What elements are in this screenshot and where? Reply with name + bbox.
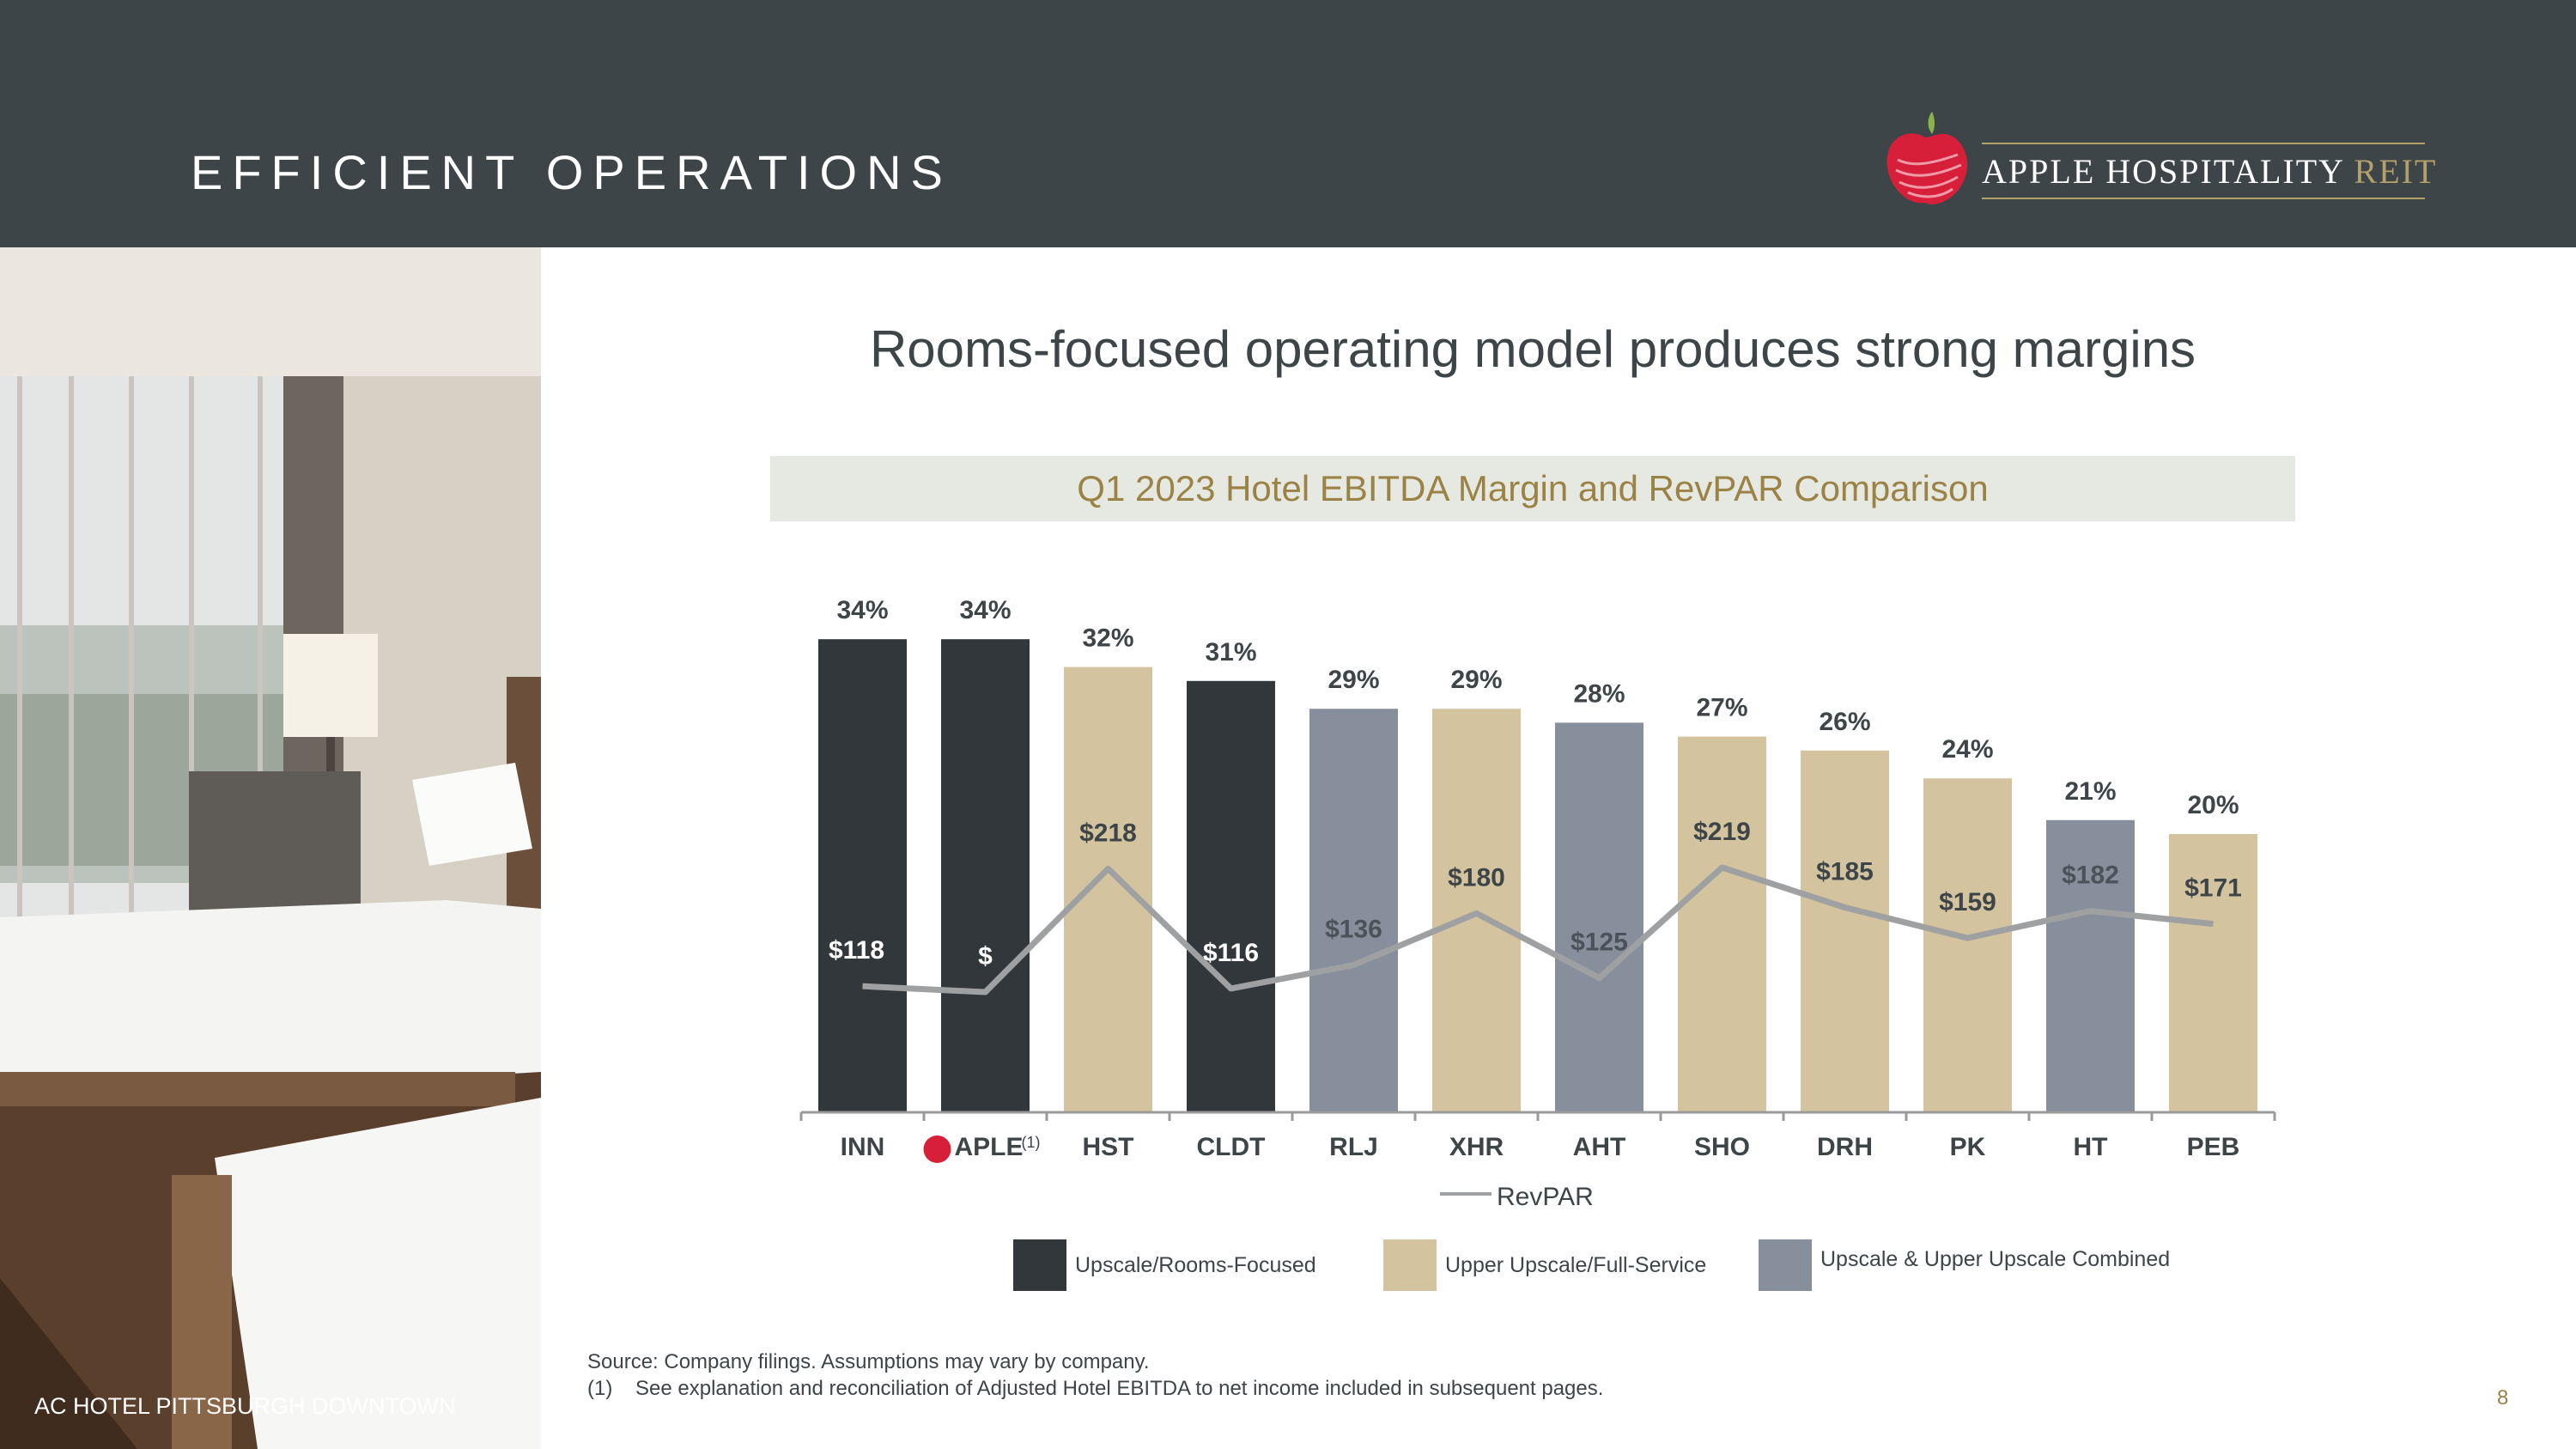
logo-wordmark: APPLE HOSPITALITY REIT — [1982, 152, 2438, 191]
chart-title-banner — [770, 456, 2295, 521]
margin-label-drh: 26% — [1819, 708, 1870, 736]
revpar-label-drh: $185 — [1816, 858, 1874, 886]
bar-drh — [1801, 750, 1889, 1112]
margin-label-ht: 21% — [2064, 777, 2116, 806]
revpar-label-sho: $219 — [1693, 818, 1751, 846]
legend-label: Upper Upscale/Full-Service — [1445, 1252, 1707, 1277]
margin-label-hst: 32% — [1082, 624, 1133, 653]
legend-item-combined: Upscale & Upper Upscale Combined — [1759, 1239, 2170, 1291]
margin-label-peb: 20% — [2187, 791, 2239, 819]
bar-rlj — [1309, 709, 1398, 1112]
aple-apple-icon — [923, 1135, 951, 1163]
margin-label-pk: 24% — [1941, 735, 1993, 764]
bar-ht — [2046, 819, 2135, 1112]
apple-logo-icon — [1886, 112, 1968, 204]
category-label-drh: DRH — [1817, 1133, 1873, 1161]
aple-footnote-marker: (1) — [1022, 1134, 1041, 1151]
legend-label: Upscale & Upper Upscale Combined — [1820, 1246, 2171, 1271]
category-label-hst: HST — [1083, 1133, 1134, 1161]
header-bar: EFFICIENT OPERATIONS APPLE HOSPITALITY R… — [0, 0, 2576, 247]
legend-swatch-tan — [1383, 1239, 1437, 1291]
category-label-aht: AHT — [1573, 1133, 1626, 1161]
margin-label-aht: 28% — [1573, 679, 1625, 708]
logo-rule-bottom — [1982, 198, 2425, 199]
revpar-label-ht: $182 — [2062, 861, 2119, 890]
revpar-line — [862, 864, 2214, 995]
margin-label-cldt: 31% — [1205, 638, 1256, 667]
slide-heading: Rooms-focused operating model produces s… — [869, 320, 2196, 378]
margin-label-xhr: 29% — [1450, 666, 1502, 694]
revpar-label-peb: $171 — [2184, 874, 2242, 903]
source-line: Source: Company filings. Assumptions may… — [587, 1350, 1150, 1373]
category-label-aple: APLE — [954, 1133, 1023, 1161]
legend-label: Upscale/Rooms-Focused — [1075, 1252, 1316, 1277]
margin-label-sho: 27% — [1696, 694, 1747, 722]
photo-caption: AC HOTEL PITTSBURGH DOWNTOWN — [34, 1393, 456, 1419]
legend-swatch-dark — [1013, 1239, 1066, 1291]
logo-rule-top — [1982, 143, 2425, 144]
margin-label-rlj: 29% — [1327, 666, 1379, 694]
category-label-sho: SHO — [1694, 1133, 1750, 1161]
revpar-label-pk: $159 — [1939, 888, 1996, 916]
footnote-number: (1) — [587, 1377, 613, 1400]
page-number: 8 — [2497, 1386, 2509, 1409]
category-label-rlj: RLJ — [1329, 1133, 1378, 1161]
bar-peb — [2169, 834, 2257, 1112]
category-label-pk: PK — [1950, 1133, 1986, 1161]
bar-aht — [1555, 722, 1643, 1112]
page-title: EFFICIENT OPERATIONS — [191, 145, 952, 199]
bar-pk — [1923, 778, 2012, 1112]
revpar-label-aple: $ — [978, 942, 993, 971]
source-notes: Source: Company filings. Assumptions may… — [587, 1349, 1603, 1402]
footnote-text: See explanation and reconciliation of Ad… — [635, 1377, 1604, 1400]
chart-title: Q1 2023 Hotel EBITDA Margin and RevPAR C… — [1077, 468, 1989, 508]
category-label-peb: PEB — [2187, 1133, 2240, 1161]
bar-inn — [818, 639, 907, 1112]
margin-label-aple: 34% — [959, 596, 1011, 624]
revpar-label-cldt: $116 — [1203, 939, 1259, 967]
legend-item-rooms-focused: Upscale/Rooms-Focused — [1013, 1239, 1316, 1291]
revpar-legend-label: RevPAR — [1497, 1183, 1594, 1211]
revpar-label-aht: $125 — [1571, 928, 1628, 957]
margin-label-inn: 34% — [836, 596, 888, 624]
bar-cldt — [1187, 680, 1275, 1112]
legend-item-full-service: Upper Upscale/Full-Service — [1383, 1239, 1706, 1291]
hotel-room-photo: AC HOTEL PITTSBURGH DOWNTOWN — [0, 247, 541, 1449]
category-label-cldt: CLDT — [1197, 1133, 1266, 1161]
company-logo: APPLE HOSPITALITY REIT — [1880, 107, 2435, 210]
category-label-xhr: XHR — [1449, 1133, 1504, 1161]
bar-aple — [941, 639, 1030, 1112]
category-label-ht: HT — [2074, 1133, 2108, 1161]
bar-hst — [1064, 667, 1152, 1112]
revpar-label-xhr: $180 — [1448, 863, 1505, 892]
category-label-inn: INN — [841, 1133, 885, 1161]
revpar-label-hst: $218 — [1079, 819, 1137, 847]
footnote-line: (1) See explanation and reconciliation of… — [587, 1375, 1603, 1402]
bar-sho — [1678, 736, 1766, 1112]
revpar-label-inn: $118 — [829, 936, 884, 965]
revpar-label-rlj: $136 — [1325, 916, 1382, 944]
legend-swatch-gray — [1759, 1239, 1812, 1291]
